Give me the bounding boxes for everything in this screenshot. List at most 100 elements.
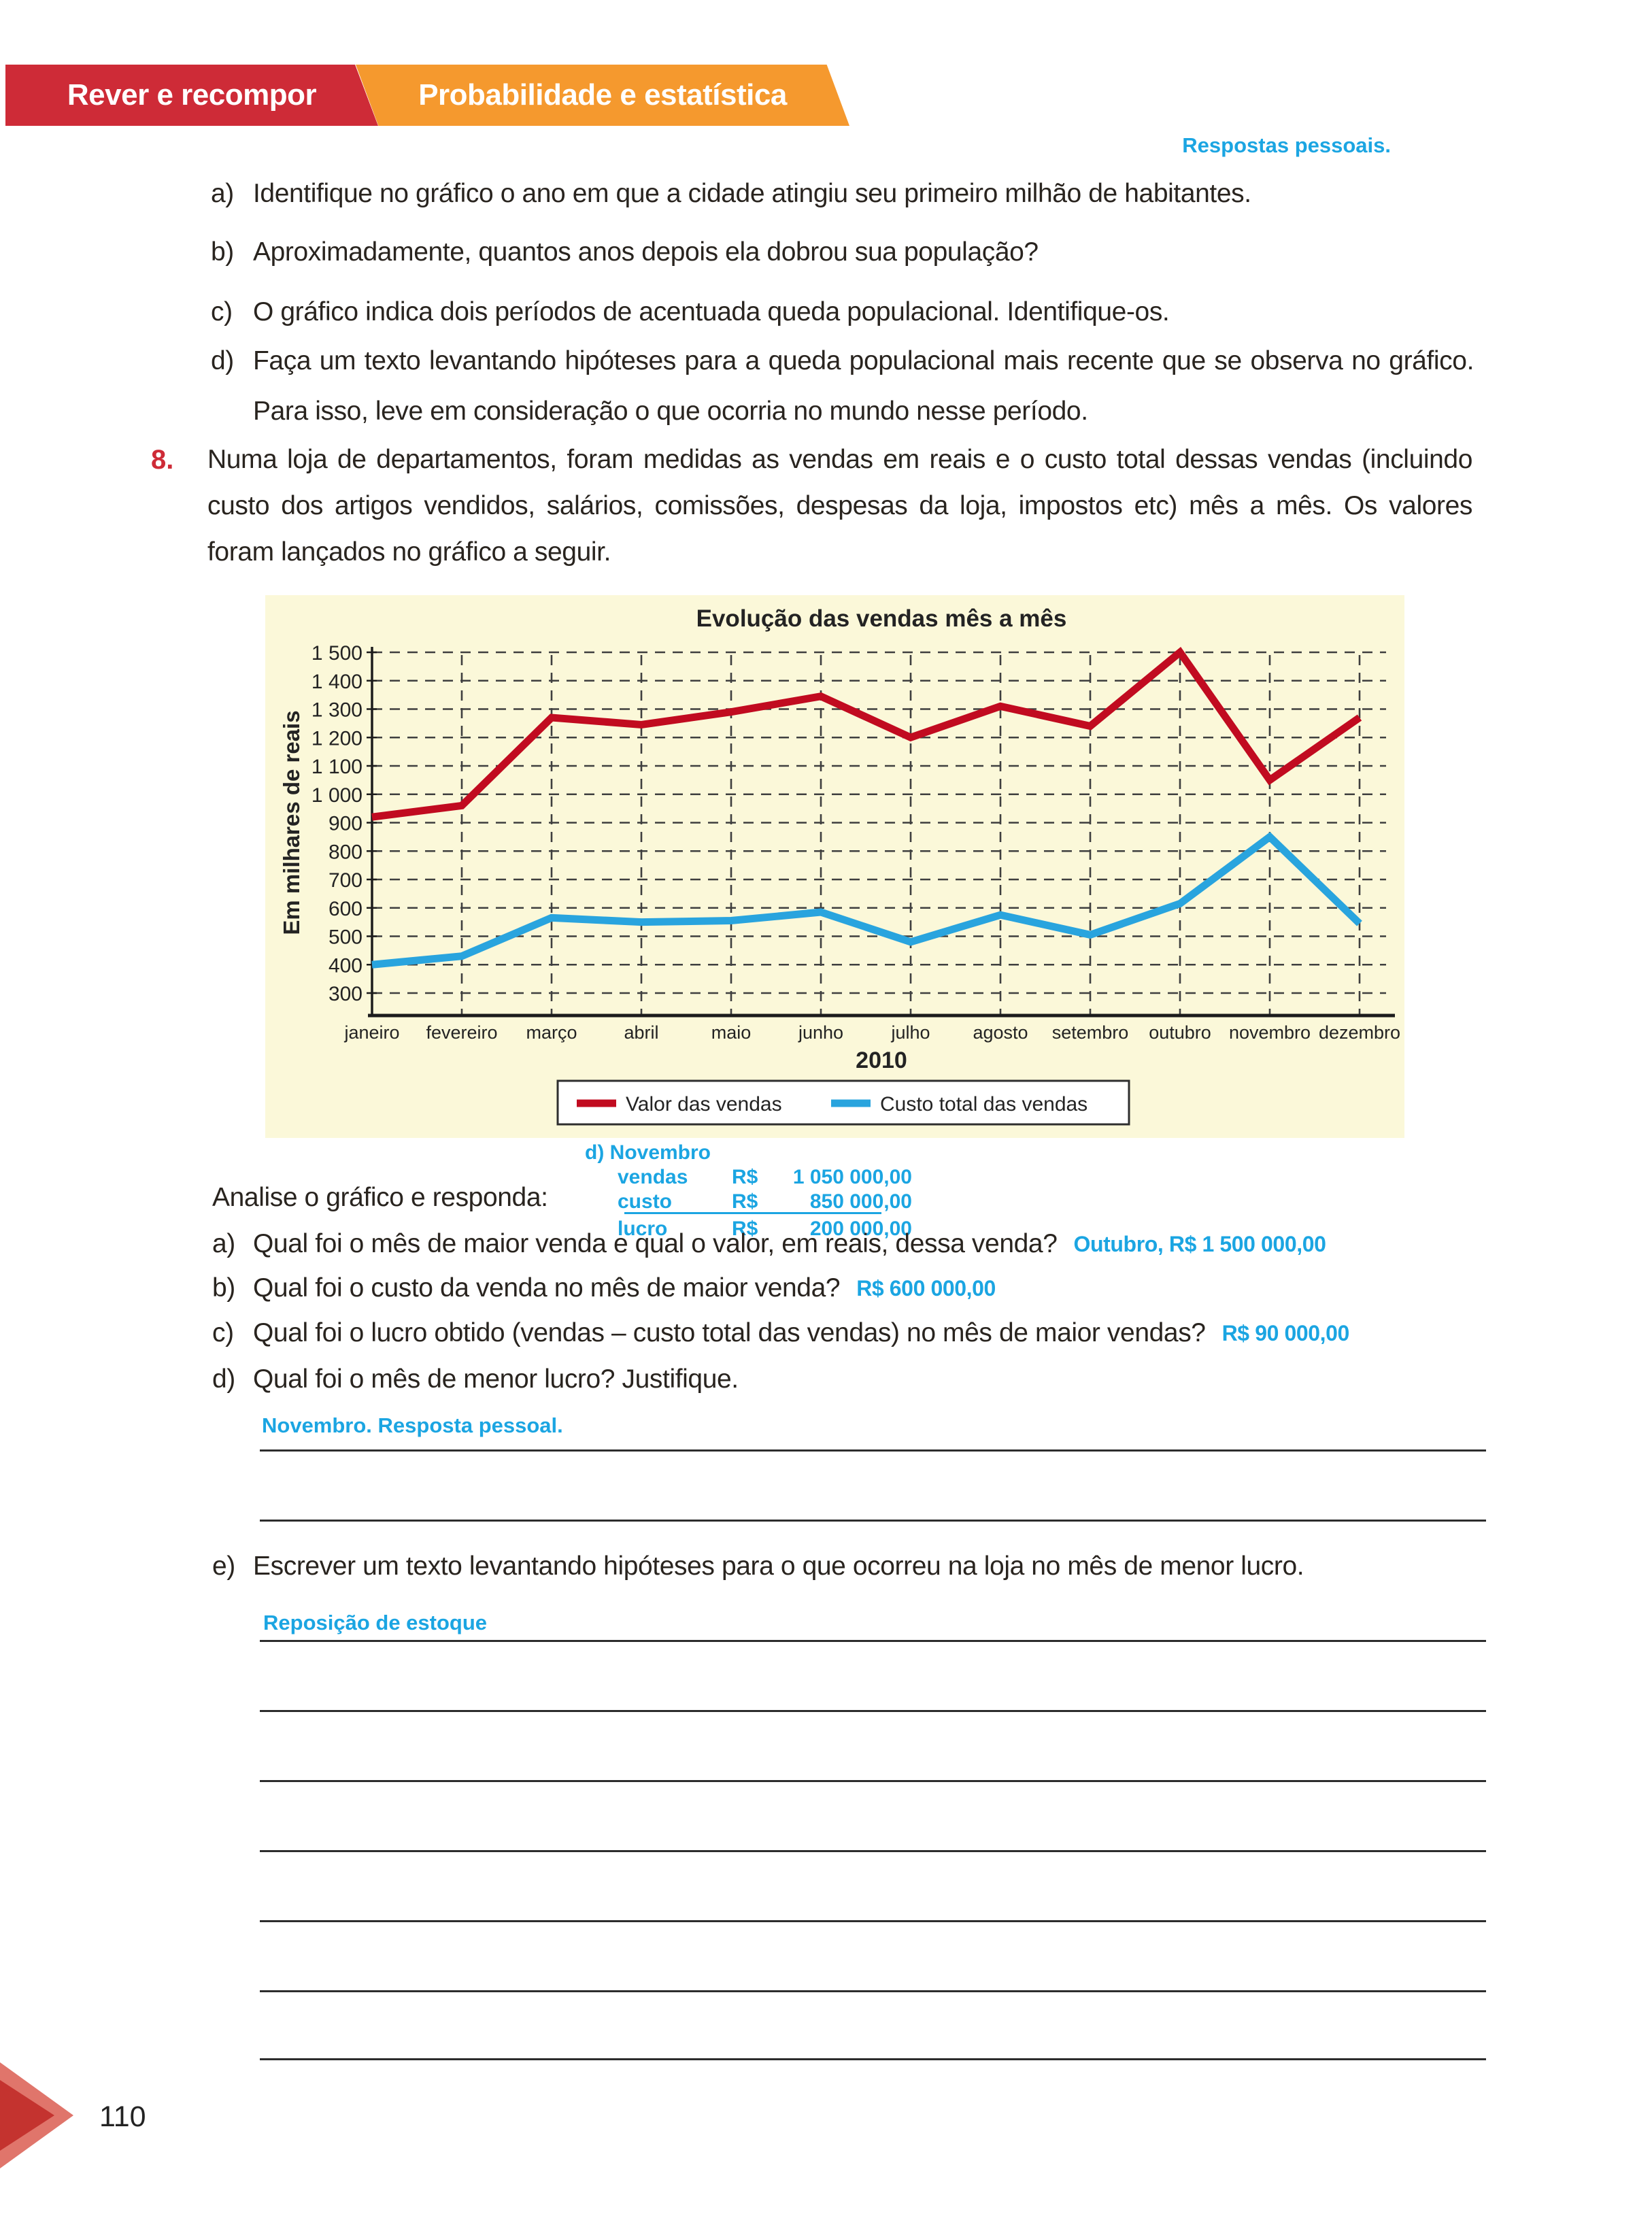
y-tick-label: 1 500	[311, 642, 363, 665]
y-tick-label: 800	[328, 841, 363, 863]
note-currency: R$	[732, 1166, 758, 1188]
question-label: e)	[212, 1552, 235, 1581]
printed-answer: Outubro, R$ 1 500 000,00	[1073, 1232, 1326, 1256]
y-tick-label: 1 200	[311, 727, 363, 750]
question-label: d)	[212, 1364, 235, 1394]
note-amount: 850 000,00	[809, 1190, 912, 1213]
item-label: c)	[211, 297, 233, 326]
note-currency: R$	[732, 1190, 758, 1213]
sales-chart-svg: 300 400 500 600 700 800 900 1 000 1 100 1 200 1 30…	[279, 605, 1400, 1126]
answer-line	[260, 1990, 1486, 1992]
x-tick-label: junho	[798, 1022, 843, 1043]
x-tick-label: julho	[890, 1022, 930, 1043]
x-tick-label: maio	[711, 1022, 752, 1043]
question-text: Qual foi o custo da venda no mês de maio…	[253, 1273, 841, 1303]
y-tick-label: 1 100	[311, 756, 363, 778]
item-text: Faça um texto levantando hipóteses para …	[253, 346, 1474, 426]
question-label: b)	[212, 1273, 235, 1303]
question-text: Qual foi o lucro obtido (vendas – custo …	[253, 1318, 1206, 1347]
handwritten-note-row: custo R$ 850 000,00	[618, 1190, 912, 1213]
x-tick-label: janeiro	[343, 1022, 399, 1043]
handwritten-note-title: d) Novembro	[585, 1141, 711, 1164]
note-name: lucro	[618, 1218, 668, 1240]
answer-line	[260, 2058, 1486, 2060]
list-item-c: c) O gráfico indica dois períodos de ace…	[211, 297, 1170, 328]
x-tick-label: agosto	[973, 1022, 1028, 1043]
list-item-d: d) Faça um texto levantando hipóteses pa…	[211, 336, 1474, 437]
answer-line	[260, 1850, 1486, 1852]
answer-line	[260, 1780, 1486, 1782]
x-axis-title: 2010	[856, 1047, 907, 1073]
x-tick-label: abril	[624, 1022, 658, 1043]
legend-label: Custo total das vendas	[880, 1093, 1088, 1116]
y-tick-label: 600	[328, 898, 363, 920]
item-label: d)	[211, 346, 234, 375]
item-text: O gráfico indica dois períodos de acentu…	[253, 297, 1170, 326]
question-label: c)	[212, 1318, 234, 1347]
item-text: Aproximadamente, quantos anos depois ela…	[253, 237, 1039, 267]
answer-line	[260, 1710, 1486, 1712]
written-answer-d: Novembro. Resposta pessoal.	[262, 1413, 563, 1437]
y-tick-label: 300	[328, 983, 363, 1005]
question-text: Qual foi o mês de menor lucro? Justifiqu…	[253, 1364, 739, 1394]
teacher-annotation: Respostas pessoais.	[1182, 133, 1391, 157]
answer-line	[260, 1449, 1486, 1452]
x-tick-label: março	[526, 1022, 577, 1043]
exercise-statement: Numa loja de departamentos, foram medida…	[207, 445, 1472, 567]
note-currency: R$	[732, 1218, 758, 1240]
legend-label: Valor das vendas	[626, 1093, 782, 1116]
y-tick-label: 1 000	[311, 784, 363, 807]
handwritten-note-row: vendas R$ 1 050 000,00	[618, 1166, 912, 1189]
item-label: a)	[211, 179, 234, 208]
note-fraction-line	[624, 1212, 881, 1214]
question-label: a)	[212, 1229, 235, 1258]
page-number: 110	[99, 2100, 146, 2133]
answer-line	[260, 1640, 1486, 1642]
chart-title: Evolução das vendas mês a mês	[696, 605, 1067, 632]
y-tick-label: 400	[328, 954, 363, 977]
y-tick-label: 900	[328, 813, 363, 835]
item-text: Identifique no gráfico o ano em que a ci…	[253, 179, 1251, 208]
question-c: c) Qual foi o lucro obtido (vendas – cus…	[212, 1318, 1349, 1350]
page-arrow-icon	[0, 2062, 73, 2168]
series-valor-das-vendas	[371, 646, 1362, 821]
sales-chart: 300 400 500 600 700 800 900 1 000 1 100 1 200 1 30…	[265, 595, 1404, 1138]
note-name: custo	[618, 1190, 673, 1213]
x-tick-label: novembro	[1229, 1022, 1311, 1043]
x-tick-label: dezembro	[1319, 1022, 1400, 1043]
printed-answer: R$ 90 000,00	[1221, 1321, 1350, 1345]
topic-banner: Probabilidade e estatística	[356, 65, 849, 126]
y-tick-label: 500	[328, 926, 363, 949]
answer-line	[260, 1920, 1486, 1922]
question-text: Escrever um texto levantando hipóteses p…	[253, 1552, 1304, 1581]
note-name: vendas	[618, 1166, 688, 1188]
answer-line	[260, 1520, 1486, 1522]
section-banner-label: Rever e recompor	[67, 78, 317, 112]
written-answer-e: Reposição de estoque	[263, 1611, 488, 1634]
question-a: a) Qual foi o mês de maior venda e qual …	[212, 1228, 1326, 1261]
list-item-a: a) Identifique no gráfico o ano em que a…	[211, 178, 1251, 209]
exercise-prompt: Analise o gráfico e responda:	[212, 1183, 548, 1212]
list-item-b: b) Aproximadamente, quantos anos depois …	[211, 237, 1039, 268]
series-custo-total-das-vendas	[371, 832, 1362, 969]
question-text: Qual foi o mês de maior venda e qual o v…	[253, 1229, 1058, 1258]
section-banner: Rever e recompor	[5, 65, 378, 126]
y-axis-title: Em milhares de reais	[279, 710, 304, 935]
item-label: b)	[211, 237, 234, 267]
handwritten-note-row: lucro R$ 200 000,00	[618, 1218, 912, 1241]
y-tick-label: 1 300	[311, 699, 363, 722]
exercise-number: 8.	[151, 445, 174, 475]
note-amount: 1 050 000,00	[792, 1166, 912, 1188]
question-b: b) Qual foi o custo da venda no mês de m…	[212, 1273, 996, 1305]
y-tick-label: 700	[328, 869, 363, 892]
x-tick-label: fevereiro	[426, 1022, 497, 1043]
question-e: e) Escrever um texto levantando hipótese…	[212, 1551, 1304, 1582]
question-d: d) Qual foi o mês de menor lucro? Justif…	[212, 1364, 739, 1395]
printed-answer: R$ 600 000,00	[856, 1276, 996, 1301]
y-tick-label: 1 400	[311, 671, 363, 693]
x-tick-label: outubro	[1149, 1022, 1211, 1043]
note-amount: 200 000,00	[809, 1218, 912, 1240]
x-tick-label: setembro	[1052, 1022, 1129, 1043]
topic-banner-label: Probabilidade e estatística	[418, 78, 787, 112]
